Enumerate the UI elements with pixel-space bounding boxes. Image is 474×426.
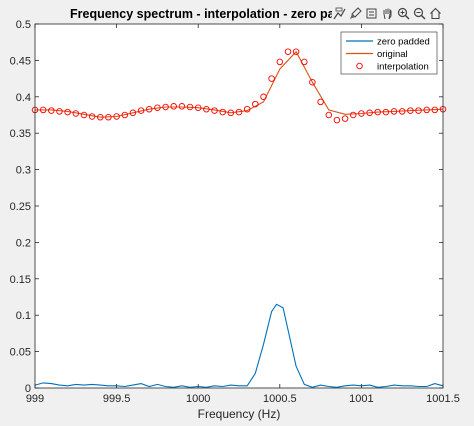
data-point: [203, 105, 210, 113]
data-point: [178, 103, 186, 110]
data-point: [431, 106, 439, 114]
data-point: [39, 106, 47, 114]
data-point: [415, 107, 422, 114]
data-point: [145, 105, 153, 113]
link-icon[interactable]: [364, 5, 379, 21]
data-point: [80, 111, 88, 119]
data-point: [137, 107, 145, 114]
data-point: [211, 107, 218, 114]
data-point: [341, 115, 349, 122]
data-point: [423, 106, 430, 114]
data-point: [121, 111, 129, 119]
data-point: [382, 108, 390, 116]
home-icon[interactable]: [428, 5, 443, 21]
data-point: [374, 108, 381, 116]
data-point: [260, 93, 267, 101]
y-tick-label: 0.25: [10, 201, 31, 213]
y-tick-label: 0.5: [16, 19, 31, 31]
x-tick-label: 1001.5: [426, 393, 460, 405]
data-point: [88, 113, 96, 120]
data-point: [317, 98, 324, 106]
data-point: [48, 107, 55, 114]
x-tick-label: 1000: [186, 393, 210, 405]
data-point: [407, 107, 414, 114]
series-group: [31, 48, 447, 388]
data-point: [276, 58, 284, 66]
series-line-0: [34, 303, 444, 388]
y-tick-label: 0.2: [16, 237, 31, 249]
data-point: [105, 113, 112, 121]
data-point: [113, 113, 120, 120]
data-point: [162, 103, 169, 111]
y-tick-label: 0.15: [10, 274, 31, 286]
data-point: [235, 108, 243, 116]
data-point: [252, 100, 259, 108]
zoom-out-icon[interactable]: [412, 5, 427, 21]
chart-title: Frequency spectrum - interpolation - zer…: [70, 7, 361, 21]
data-point: [358, 110, 365, 117]
data-point: [219, 108, 226, 116]
data-point: [64, 108, 71, 116]
legend-label: zero padded: [377, 37, 430, 48]
data-point: [97, 113, 104, 121]
axes-toolbar: [332, 5, 443, 23]
y-tick-label: 0.1: [16, 310, 31, 322]
data-point: [194, 104, 202, 111]
data-point: [243, 105, 251, 113]
data-point: [227, 109, 235, 117]
data-point: [170, 103, 177, 110]
zoom-in-icon[interactable]: [396, 5, 411, 21]
y-tick-label: 0.05: [10, 347, 31, 359]
x-axis-label: Frequency (Hz): [198, 407, 281, 421]
data-point: [56, 108, 63, 115]
data-point: [268, 75, 275, 82]
data-point: [292, 48, 300, 55]
data-point: [366, 109, 373, 117]
x-tick-label: 1001: [349, 393, 373, 405]
data-point: [349, 111, 357, 119]
data-point: [309, 78, 316, 86]
y-tick-label: 0.45: [10, 55, 31, 67]
x-tick-label: 999.5: [103, 393, 131, 405]
x-tick-label: 1000.5: [263, 393, 297, 405]
y-tick-label: 0: [25, 383, 31, 395]
data-point: [284, 48, 292, 55]
data-point: [333, 116, 341, 124]
data-point: [154, 104, 161, 111]
brush-icon[interactable]: [348, 5, 363, 21]
legend-label: interpolation: [377, 62, 429, 73]
legend-label: original: [377, 49, 408, 60]
data-point: [398, 108, 406, 115]
data-point: [72, 110, 80, 117]
legend-swatch: [356, 62, 363, 70]
data-point: [325, 111, 333, 119]
data-tips-icon[interactable]: [332, 5, 347, 21]
data-point: [129, 109, 137, 117]
data-point: [301, 58, 308, 66]
pan-icon[interactable]: [380, 5, 395, 21]
data-point: [186, 103, 194, 111]
y-tick-label: 0.3: [16, 165, 31, 177]
x-tick-label: 999: [26, 393, 44, 405]
plot-area: [35, 24, 443, 388]
y-tick-label: 0.4: [16, 92, 31, 104]
y-tick-label: 0.35: [10, 128, 31, 140]
data-point: [390, 108, 398, 115]
